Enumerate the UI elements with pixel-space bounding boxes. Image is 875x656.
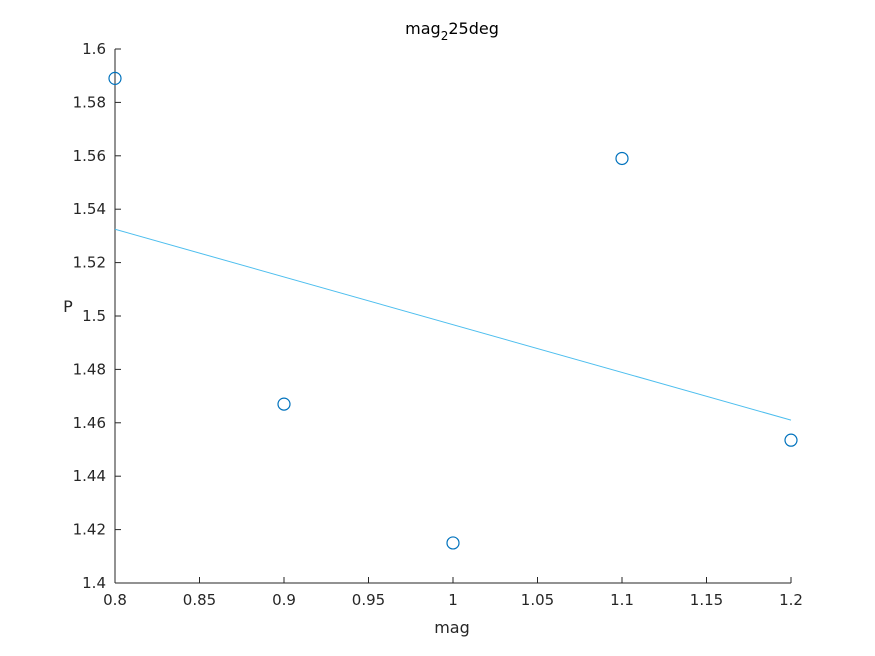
data-point [446,536,460,550]
y-tick-label: 1.42 [73,521,106,539]
points-group [108,71,798,550]
chart-title-rest: 25deg [448,19,499,38]
y-tick-label: 1.56 [73,147,106,165]
data-point [277,397,291,411]
data-point [108,71,122,85]
x-tick-label: 0.85 [183,591,216,609]
y-axis-label: P [63,297,73,316]
y-tick-label: 1.58 [73,93,106,111]
x-tick-label: 1.1 [610,591,634,609]
y-tick-label: 1.48 [73,360,106,378]
chart-title: mag225deg [405,19,499,43]
x-tick-label: 0.9 [272,591,296,609]
x-axis-label: mag [434,618,470,637]
x-tick-label: 1.15 [690,591,723,609]
y-tick-label: 1.44 [73,467,106,485]
fit-line [114,228,792,421]
y-tick-label: 1.46 [73,414,106,432]
y-tick-label: 1.52 [73,254,106,272]
axes: 0.8 0.85 0.9 0.95 1 1.05 1.1 1.15 1.2 1.4 1.42 1.44… [73,40,803,609]
chart-title-subscript: 2 [441,29,449,43]
x-tick-label: 1.05 [521,591,554,609]
x-tick-label: 1 [448,591,458,609]
data-point [784,433,798,447]
chart-title-main: mag [405,19,441,38]
y-tick-label: 1.4 [82,574,106,592]
x-tick-label: 0.8 [103,591,127,609]
data-point [615,151,629,166]
y-tick-label: 1.6 [82,40,106,58]
x-tick-label: 0.95 [352,591,385,609]
y-tick-label: 1.5 [82,307,106,325]
fit-line-group [114,228,792,421]
y-tick-label: 1.54 [73,200,106,218]
x-tick-label: 1.2 [779,591,803,609]
